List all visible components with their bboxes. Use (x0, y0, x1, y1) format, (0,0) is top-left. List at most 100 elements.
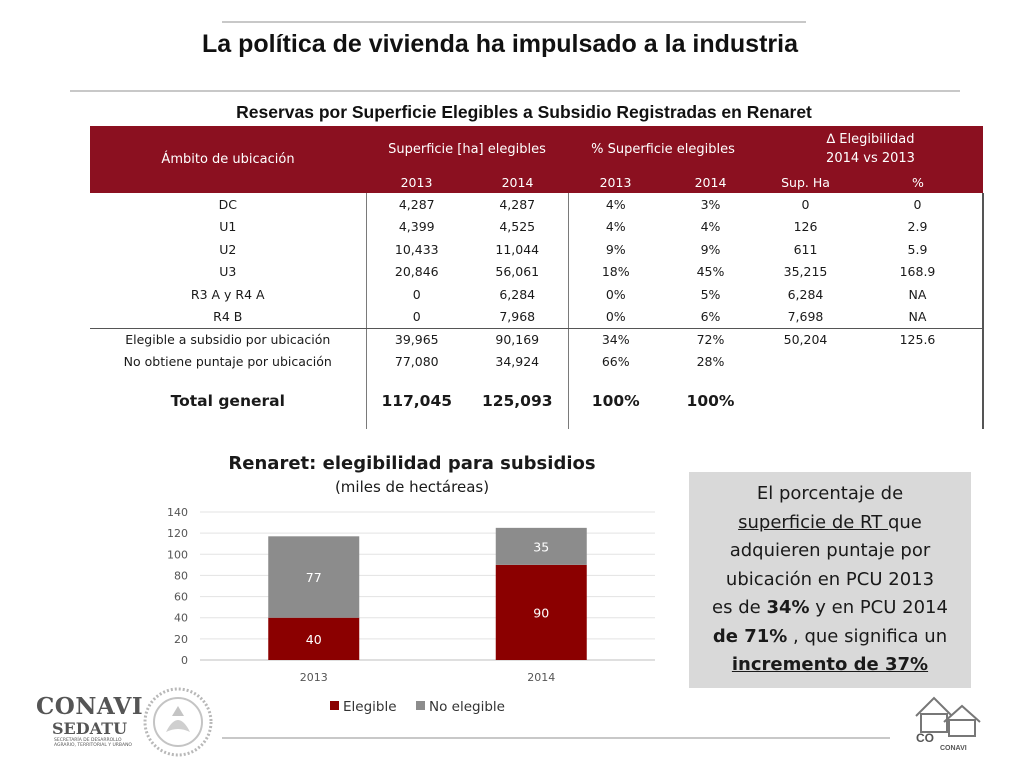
header-delta-line2: 2014 vs 2013 (826, 151, 915, 166)
sedatu-caption: SECRETARÍA DE DESARROLLO AGRARIO, TERRIT… (54, 738, 132, 748)
table-row: Elegible a subsidio por ubicación 39,965 9… (90, 328, 984, 351)
cell-s2014: 11,044 (467, 238, 569, 261)
mexico-seal-icon (143, 687, 213, 757)
table-total-row: Total general 117,045 125,093 100% 100% (90, 373, 984, 429)
cell-s2014: 56,061 (467, 260, 569, 283)
cell-s2013: 77,080 (394, 354, 439, 370)
cell-s2014: 90,169 (467, 328, 569, 351)
cell-dha: 35,215 (783, 264, 828, 280)
data-label: 90 (533, 605, 549, 620)
cell-p2013: 4% (605, 196, 626, 212)
cell-dha: 126 (793, 219, 818, 235)
cell-p2014: 28% (696, 354, 725, 370)
cell-s2013: 4,399 (398, 219, 435, 235)
callout-line: superficie de RT que (699, 509, 961, 538)
table-subheader-row: 2013 2014 2013 2014 Sup. Ha % (90, 172, 983, 193)
chart-bars: 40 77 90 35 (268, 527, 587, 660)
legend-label: Elegible (343, 699, 397, 715)
house-logo-caption: CONAVI (940, 745, 967, 752)
cell-dha: 50,204 (783, 332, 828, 347)
house-logo-text: CO (916, 731, 934, 745)
cell-p2014: 4% (700, 219, 721, 235)
cell-dpct: NA (853, 283, 984, 306)
y-tick-label: 120 (167, 527, 188, 540)
callout-line: ubicación en PCU 2013 (725, 568, 935, 590)
y-tick-label: 40 (174, 612, 188, 625)
bar-no-elegible (495, 527, 587, 565)
cell-label: Elegible a subsidio por ubicación (90, 328, 367, 351)
table-row: U1 4,399 4,525 4% 4% 126 2.9 (90, 215, 984, 238)
header-delta: ∆ Elegibilidad 2014 vs 2013 (758, 126, 983, 172)
bottom-rule (222, 737, 890, 739)
conavi-wordmark: CONAVI (36, 693, 144, 720)
cell-p2013: 0% (605, 286, 626, 302)
callout-line: es de 34% y en PCU 2014 (699, 594, 961, 623)
bar-elegible (495, 564, 587, 660)
cell-p2013: 0% (568, 305, 663, 329)
cell-p2014: 72% (696, 332, 725, 347)
subheader-cell: 2014 (467, 172, 568, 193)
page-title: La política de vivienda ha impulsado a l… (202, 30, 798, 58)
y-tick-label: 140 (167, 506, 188, 519)
chart-ticks: 0 20 40 60 80 100 120 140 2013 2014 (167, 506, 555, 684)
cell-s2014: 6,284 (467, 283, 569, 306)
chart-legend: Elegible No elegible (330, 699, 505, 715)
cell-label: No obtiene puntaje por ubicación (90, 350, 367, 373)
callout-text: , que significa un (787, 625, 948, 647)
cell-p2013: 66% (601, 354, 630, 370)
cell-dpct (853, 350, 984, 373)
cell-s2013: 20,846 (394, 264, 439, 280)
table-row: No obtiene puntaje por ubicación 77,080 34… (90, 350, 984, 373)
header-delta-line1: ∆ Elegibilidad (826, 132, 915, 147)
cell-p2014: 45% (696, 264, 725, 280)
total-s2013: 117,045 (381, 392, 453, 410)
header-pct: % Superficie elegibles (568, 126, 758, 172)
callout-line: incremento de 37% (699, 651, 961, 680)
table-row: DC 4,287 4,287 4% 3% 0 0 (90, 193, 984, 216)
cell-p2014: 3% (700, 196, 721, 212)
cell-p2013: 9% (605, 241, 626, 257)
cell-dpct: 125.6 (853, 328, 984, 351)
table-body: DC 4,287 4,287 4% 3% 0 0 U1 4,399 4,525 4% 4% 126 2.9… (90, 193, 984, 429)
total-p2013: 100% (591, 392, 640, 410)
legend-swatch (330, 701, 339, 710)
callout-line: de 71% , que significa un (699, 623, 961, 652)
cell-s2013: 0 (366, 305, 467, 329)
callout-emphasis: de 71% (712, 625, 788, 647)
cell-dpct: 168.9 (853, 260, 984, 283)
callout-text: que (887, 511, 922, 533)
callout-line: El porcentaje de (756, 483, 904, 504)
cell-dha: 611 (793, 241, 818, 257)
cell-p2014: 9% (700, 241, 721, 257)
cell-label: U3 (90, 260, 367, 283)
cell-s2013: 39,965 (394, 332, 439, 347)
subheader-cell: 2014 (663, 172, 758, 193)
data-label: 77 (306, 570, 322, 585)
callout-text: es de (712, 597, 767, 618)
callout-box: El porcentaje de superficie de RT que ad… (689, 472, 971, 688)
house-logo-icon: CO CONAVI (915, 696, 981, 752)
y-tick-label: 100 (167, 548, 188, 561)
conavi-sedatu-logo: CONAVI SEDATU SECRETARÍA DE DESARROLLO A… (36, 693, 144, 755)
callout-emphasis: 34% (766, 597, 810, 618)
table-row: U3 20,846 56,061 18% 45% 35,215 168.9 (90, 260, 984, 283)
header-ambito: Ámbito de ubicación (90, 126, 366, 193)
reservas-table: Ámbito de ubicación Superficie [ha] eleg… (90, 126, 984, 429)
cell-s2014: 34,924 (467, 350, 569, 373)
data-label: 40 (306, 632, 322, 647)
subheader-cell: 2013 (366, 172, 467, 193)
cell-label: DC (90, 193, 367, 216)
x-tick-label: 2014 (527, 671, 555, 684)
table-row: U2 10,433 11,044 9% 9% 611 5.9 (90, 238, 984, 261)
table-header-row: Ámbito de ubicación Superficie [ha] eleg… (90, 126, 983, 193)
cell-dha: 7,698 (758, 305, 853, 329)
cell-s2014: 7,968 (467, 305, 569, 329)
callout-line: adquieren puntaje por (729, 540, 931, 561)
total-p2014: 100% (686, 392, 735, 410)
callout-text: y en PCU 2014 (809, 597, 948, 618)
legend-swatch (416, 701, 425, 710)
cell-dpct: NA (853, 305, 984, 329)
cell-dpct: 0 (853, 193, 984, 216)
callout-emphasis: superficie de RT (738, 511, 888, 533)
renaret-chart: Renaret: elegibilidad para subsidios (mi… (167, 453, 655, 715)
